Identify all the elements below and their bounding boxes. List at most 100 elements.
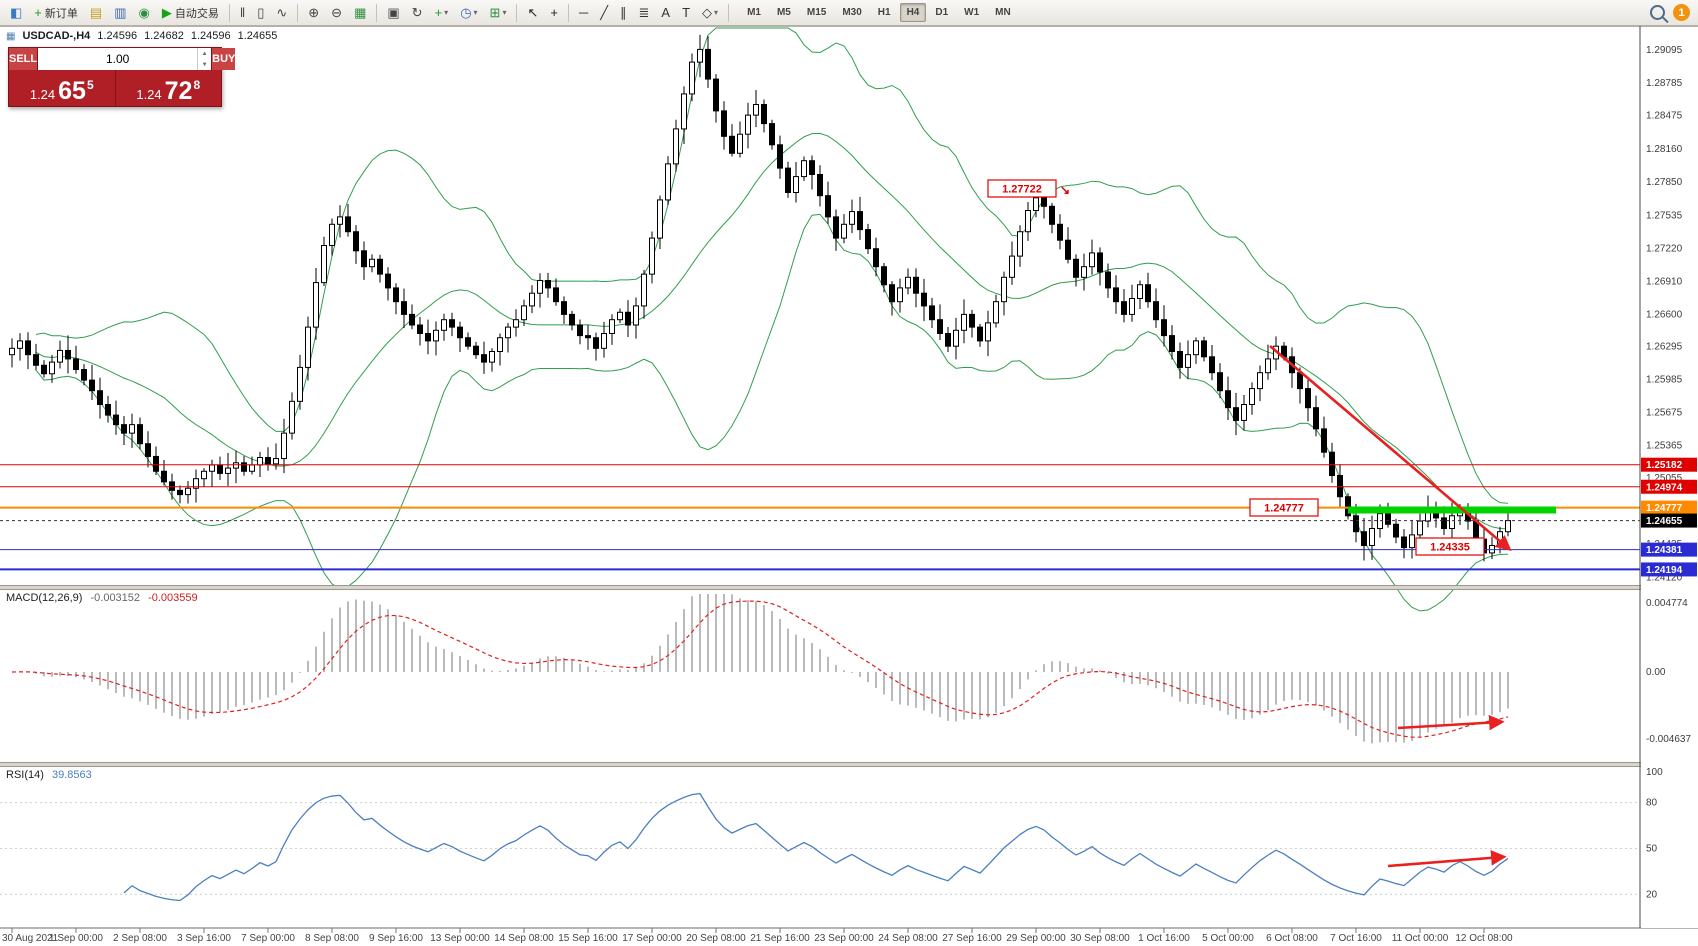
trendline-button[interactable]: ╱ [595, 1, 613, 25]
zoom-out-button[interactable]: ⊖ [326, 1, 347, 25]
auto-arrange-icon: ▣ [387, 5, 400, 20]
svg-text:1.24974: 1.24974 [1646, 482, 1683, 493]
candles-layer[interactable] [9, 34, 1511, 562]
toolbar-separator [567, 3, 569, 22]
tile-windows-button[interactable]: ▦ [349, 1, 371, 25]
svg-text:9 Sep 16:00: 9 Sep 16:00 [369, 933, 423, 944]
cursor-button[interactable]: ↖ [522, 1, 543, 25]
svg-text:30 Sep 08:00: 30 Sep 08:00 [1070, 933, 1130, 944]
buy-price-sup: 8 [193, 78, 201, 92]
svg-text:1 Oct 16:00: 1 Oct 16:00 [1138, 933, 1190, 944]
svg-text:12 Oct 08:00: 12 Oct 08:00 [1455, 933, 1513, 944]
svg-text:100: 100 [1646, 767, 1663, 778]
quote-open: 1.24596 [97, 30, 138, 42]
navigator-button[interactable]: ◉ [133, 1, 154, 25]
rsi-layer [0, 792, 1640, 902]
crosshair-button[interactable]: + [545, 1, 563, 25]
auto-arrange-button[interactable]: ▣ [382, 1, 404, 25]
sell-price-sup: 5 [86, 78, 94, 92]
svg-text:1.24194: 1.24194 [1646, 565, 1683, 576]
volume-decrease-button[interactable]: ▼ [201, 61, 208, 68]
panel-separator[interactable] [0, 762, 1698, 767]
autotrading-button[interactable]: ▶ 自动交易 [157, 1, 224, 25]
timeframe-w1[interactable]: W1 [964, 7, 980, 18]
sell-price-button[interactable]: 1.24 65 5 [9, 70, 116, 106]
new-order-button-label: 新订单 [44, 7, 78, 20]
svg-text:17 Sep 00:00: 17 Sep 00:00 [622, 933, 682, 944]
macd-name: MACD(12,26,9) [6, 592, 83, 604]
chevron-down-icon: ▾ [714, 8, 719, 17]
macd-label: MACD(12,26,9) -0.003152 -0.003559 [6, 592, 198, 604]
svg-text:1.27535: 1.27535 [1646, 210, 1683, 221]
annotations-layer[interactable]: 1.27722 ↘ 1.24777 1.24335 [987, 179, 1556, 868]
quote-low: 1.24596 [190, 30, 231, 42]
buy-price-button[interactable]: 1.24 72 8 [116, 70, 222, 106]
timeframe-m15[interactable]: M15 [806, 7, 827, 18]
bar-chart-button[interactable]: ǁ [235, 1, 250, 25]
channel-button[interactable]: ∥ [615, 1, 632, 25]
svg-text:23 Sep 00:00: 23 Sep 00:00 [814, 933, 874, 944]
bar-chart-icon: ǁ [239, 5, 246, 20]
periods-button[interactable]: ◷ ▾ [455, 1, 482, 25]
svg-text:1.25182: 1.25182 [1646, 460, 1683, 471]
svg-text:7 Oct 16:00: 7 Oct 16:00 [1330, 933, 1382, 944]
svg-text:27 Sep 16:00: 27 Sep 16:00 [942, 933, 1002, 944]
new-chart-button[interactable]: + ▾ [430, 1, 454, 25]
zoom-in-button[interactable]: ⊕ [303, 1, 324, 25]
fibonacci-button[interactable]: ≣ [634, 1, 655, 25]
market-watch-icon: ▤ [89, 5, 103, 20]
market-watch-button[interactable]: ▤ [85, 1, 107, 25]
buy-price-big: 72 [164, 76, 193, 105]
toolbar-right: 1 [1650, 4, 1690, 21]
price-axis[interactable]: 1.29095 1.28785 1.28475 1.28160 1.27850 1.275… [1639, 26, 1698, 928]
arrow-objects-button[interactable]: ◇ ▾ [697, 1, 723, 25]
data-window-button[interactable]: ▥ [109, 1, 131, 25]
quote-header: ▦ USDCAD-,H4 1.24596 1.24682 1.24596 1.2… [6, 30, 277, 42]
arrow-objects-icon: ◇ [702, 5, 713, 20]
svg-text:1 Sep 00:00: 1 Sep 00:00 [49, 933, 103, 944]
tile-windows-icon: ▦ [354, 5, 367, 20]
rsi-trend-arrow [1387, 850, 1507, 868]
panel-separator[interactable] [0, 585, 1698, 590]
timeframe-m30[interactable]: M30 [842, 7, 862, 18]
timeframe-mn[interactable]: MN [995, 7, 1011, 18]
autotrading-button-label: 自动交易 [174, 7, 219, 20]
volume-increase-button[interactable]: ▲ [201, 50, 208, 57]
indicators-icon: ⊞ [489, 5, 501, 20]
line-chart-button[interactable]: ∿ [271, 1, 292, 25]
hlines-layer[interactable] [0, 464, 1640, 571]
timeframe-m1[interactable]: M1 [747, 7, 761, 18]
svg-text:30 Aug 2021: 30 Aug 2021 [2, 933, 59, 944]
text-label-button[interactable]: T [677, 1, 695, 25]
candlestick-chart-button[interactable]: ▯ [252, 1, 269, 25]
timeframe-m5[interactable]: M5 [776, 7, 791, 18]
navigator-icon: ◉ [138, 5, 150, 20]
timeframe-h1[interactable]: H1 [877, 7, 891, 18]
svg-text:1.25985: 1.25985 [1646, 375, 1683, 386]
svg-text:1.28475: 1.28475 [1646, 111, 1683, 122]
new-chart-icon: + [434, 5, 443, 20]
timeframe-d1[interactable]: D1 [935, 7, 949, 18]
search-icon[interactable] [1650, 5, 1665, 20]
buy-button[interactable]: BUY [212, 48, 236, 70]
horizontal-line-button[interactable]: ─ [574, 1, 593, 25]
refresh-button[interactable]: ↻ [407, 1, 428, 25]
svg-text:13 Sep 00:00: 13 Sep 00:00 [430, 933, 490, 944]
notification-badge[interactable]: 1 [1673, 4, 1690, 21]
chevron-down-icon: ▾ [473, 8, 478, 17]
zoom-out-icon: ⊖ [331, 5, 343, 20]
volume-input[interactable] [38, 48, 198, 70]
indicators-button[interactable]: ⊞ ▾ [485, 1, 512, 25]
sell-button[interactable]: SELL [9, 48, 38, 70]
timeframe-h4[interactable]: H4 [899, 3, 927, 22]
svg-text:1.24120: 1.24120 [1646, 572, 1683, 583]
new-order-button[interactable]: + 新订单 [29, 1, 83, 25]
new-window-button[interactable]: ◧ [5, 1, 27, 25]
toolbar-separator [516, 3, 518, 22]
price-tag-text: 1.24777 [1264, 503, 1304, 515]
text-button[interactable]: A [656, 1, 675, 25]
sell-price-big: 65 [58, 76, 86, 105]
